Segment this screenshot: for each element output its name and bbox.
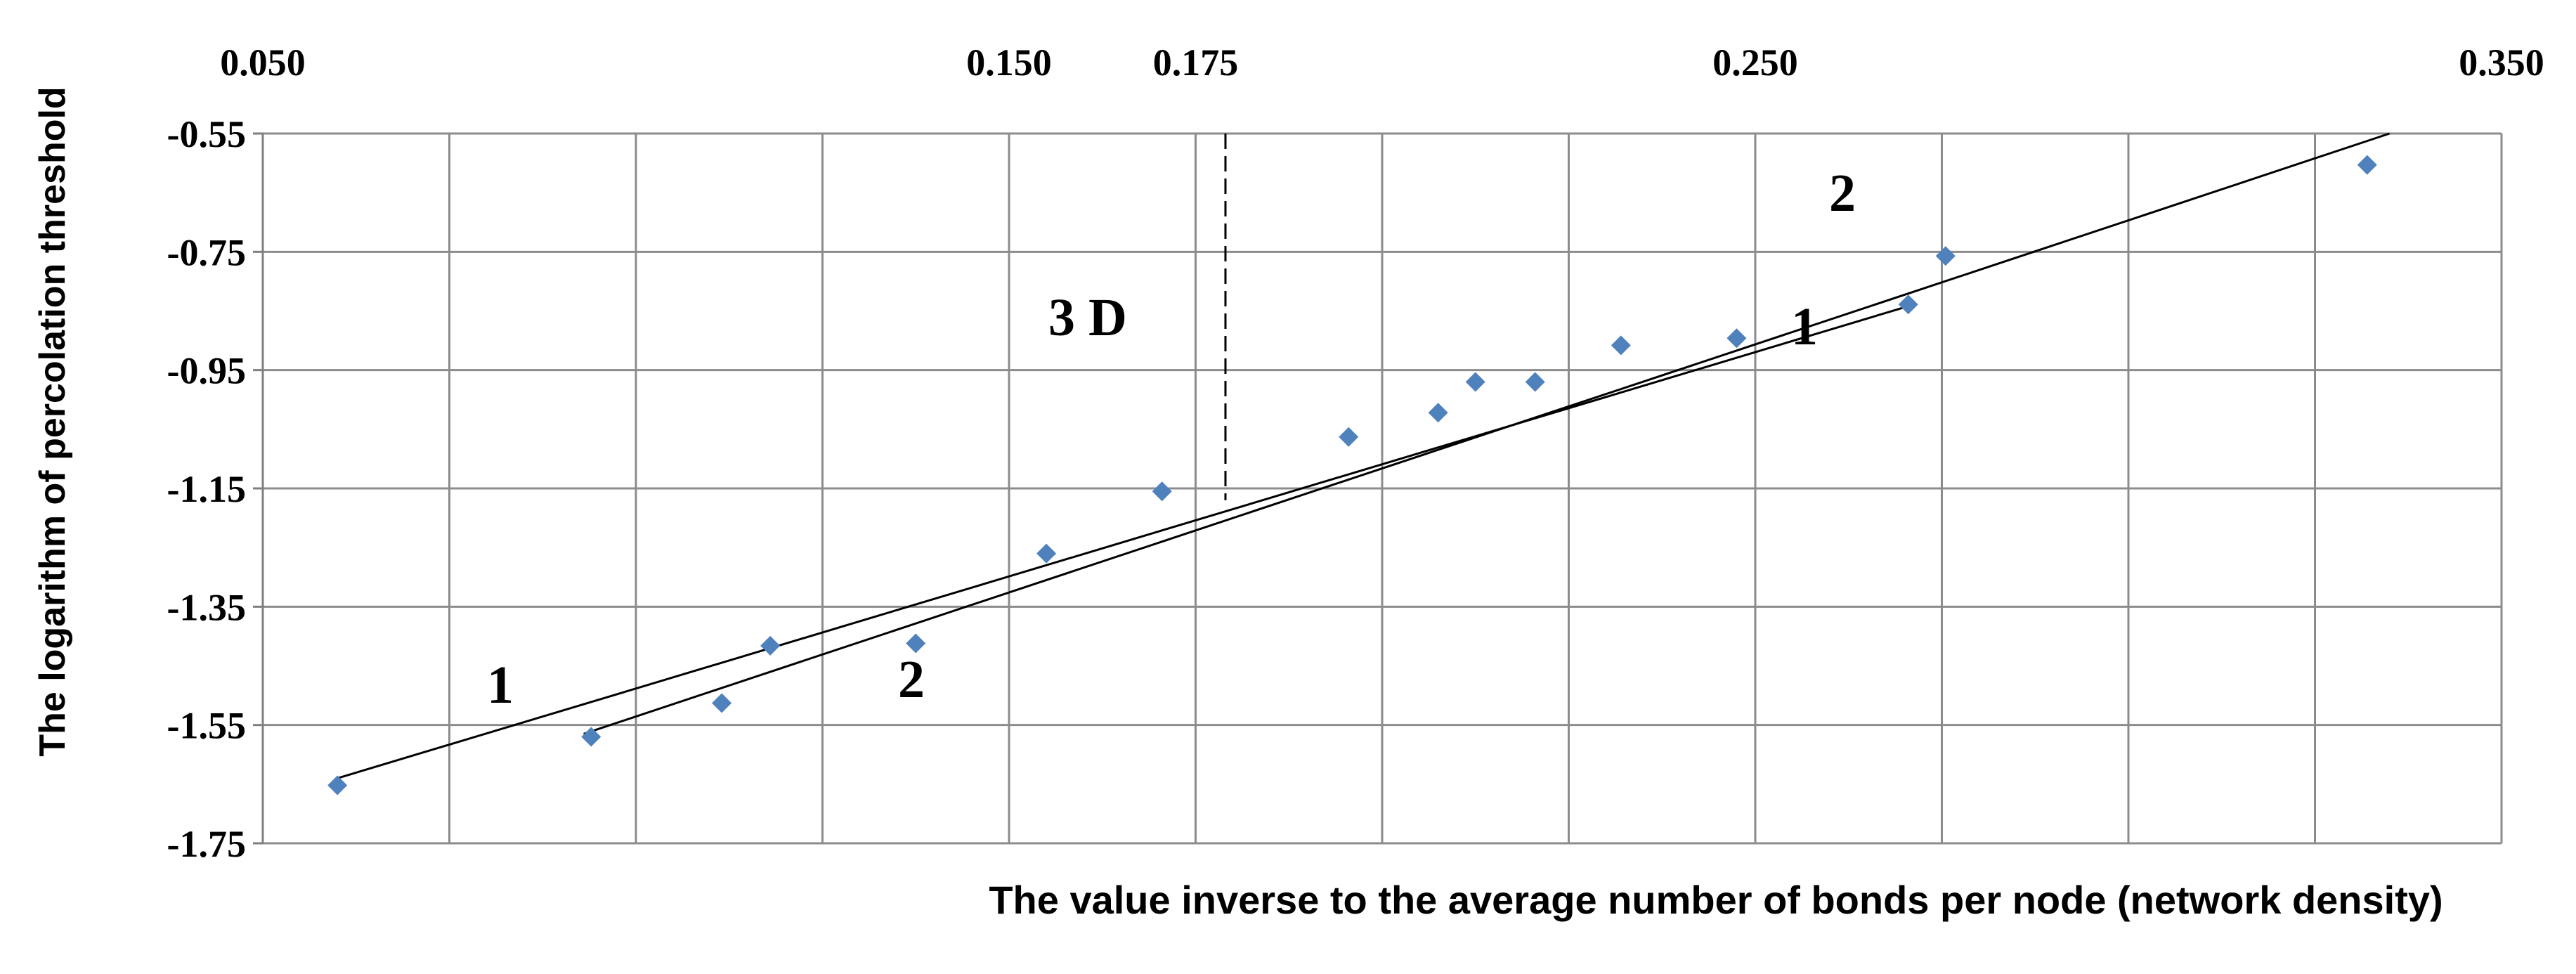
y-tick-labels: -0.55 -0.75 -0.95 -1.15 -1.35 -1.55 -1.75 <box>167 113 246 865</box>
annotation-line2-right: 2 <box>1829 164 1856 223</box>
y-tick-label: -0.55 <box>167 113 246 155</box>
annotation-3d: 3 D <box>1048 288 1127 347</box>
fit-line-1 <box>337 304 1913 779</box>
data-point <box>581 727 601 747</box>
x-tick-label: 0.250 <box>1712 41 1798 84</box>
data-point <box>1525 372 1545 392</box>
data-points <box>327 155 2377 796</box>
y-tick-label: -1.35 <box>167 586 246 628</box>
data-point <box>1465 372 1485 392</box>
data-point <box>760 635 781 656</box>
data-point <box>1726 328 1747 349</box>
data-point <box>1935 246 1956 266</box>
annotations: 1 2 3 D 2 1 <box>487 164 1856 715</box>
annotation-line2-left: 2 <box>898 650 925 709</box>
fit-lines <box>337 132 2390 779</box>
data-point <box>712 693 732 713</box>
x-tick-label: 0.350 <box>2459 41 2544 84</box>
data-point <box>1339 427 1359 447</box>
y-axis-label: The logarithm of percolation threshold <box>32 86 73 756</box>
x-axis-label: The value inverse to the average number … <box>989 878 2442 922</box>
annotation-line1-left: 1 <box>487 656 514 715</box>
data-point <box>1611 335 1631 356</box>
data-point <box>1898 294 1918 315</box>
data-point <box>1428 403 1448 423</box>
grid <box>263 132 2503 845</box>
annotation-line1-right: 1 <box>1791 297 1818 356</box>
data-point <box>1036 543 1057 564</box>
data-point <box>906 633 926 654</box>
data-point <box>1152 481 1172 502</box>
fit-line-2 <box>583 132 2390 735</box>
x-tick-label: 0.050 <box>220 41 306 84</box>
x-tick-label: 0.150 <box>966 41 1052 84</box>
y-tick-label: -0.75 <box>167 231 246 273</box>
data-point <box>327 775 348 796</box>
axes <box>253 132 264 845</box>
y-tick-label: -1.55 <box>167 705 246 747</box>
y-tick-label: -0.95 <box>167 350 246 392</box>
y-tick-label: -1.15 <box>167 468 246 510</box>
y-tick-label: -1.75 <box>167 823 246 865</box>
data-point <box>2357 155 2377 175</box>
x-tick-labels: 0.050 0.150 0.175 0.250 0.350 <box>220 41 2544 84</box>
x-tick-label: 0.175 <box>1153 41 1239 84</box>
